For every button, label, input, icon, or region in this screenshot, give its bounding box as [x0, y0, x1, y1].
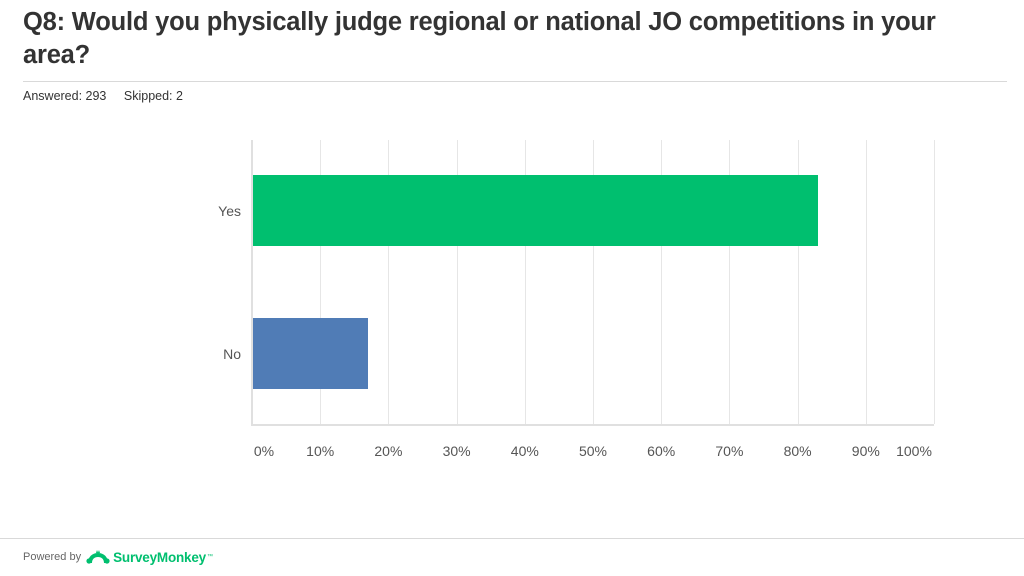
x-tick-label: 80%: [783, 443, 812, 459]
gridline: [320, 140, 321, 424]
gridline: [798, 140, 799, 424]
x-tick-label: 30%: [442, 443, 471, 459]
x-tick-label: 50%: [578, 443, 608, 459]
x-tick-label: 20%: [374, 443, 403, 459]
title-divider: [23, 81, 1007, 82]
x-tick-label: 40%: [510, 443, 539, 459]
gridline: [388, 140, 389, 424]
x-tick-label: 90%: [851, 443, 880, 459]
surveymonkey-logo-icon: [86, 550, 110, 564]
gridline: [866, 140, 867, 424]
gridline: [593, 140, 594, 424]
x-tick-label: 60%: [647, 443, 676, 459]
x-tick-label: 100%: [896, 443, 932, 459]
skipped-count: Skipped: 2: [123, 89, 183, 103]
category-label-yes: Yes: [218, 203, 241, 219]
powered-by-label: Powered by: [23, 551, 82, 563]
chart-plot-area: [252, 140, 935, 424]
footer: Powered by SurveyMonkey ™: [23, 549, 213, 565]
question-title: Q8: Would you physically judge regional …: [23, 8, 936, 69]
brand-name: SurveyMonkey: [113, 549, 206, 565]
answered-count: Answered: 293: [23, 89, 107, 103]
x-axis-line: [252, 424, 934, 426]
response-stats: Answered: 293 Skipped: 2: [23, 89, 197, 103]
category-label-no: No: [223, 346, 241, 362]
x-tick-label: 0%: [253, 443, 275, 459]
footer-divider: [0, 538, 1024, 539]
gridline: [661, 140, 662, 424]
gridline: [729, 140, 730, 424]
x-tick-label: 70%: [715, 443, 744, 459]
y-axis-line: [251, 140, 253, 426]
gridline: [457, 140, 458, 424]
gridline: [525, 140, 526, 424]
gridline: [934, 140, 935, 424]
surveymonkey-brand[interactable]: SurveyMonkey ™: [86, 549, 213, 565]
x-tick-label: 10%: [306, 443, 335, 459]
bar-no[interactable]: [252, 318, 368, 389]
bar-yes[interactable]: [252, 175, 818, 246]
